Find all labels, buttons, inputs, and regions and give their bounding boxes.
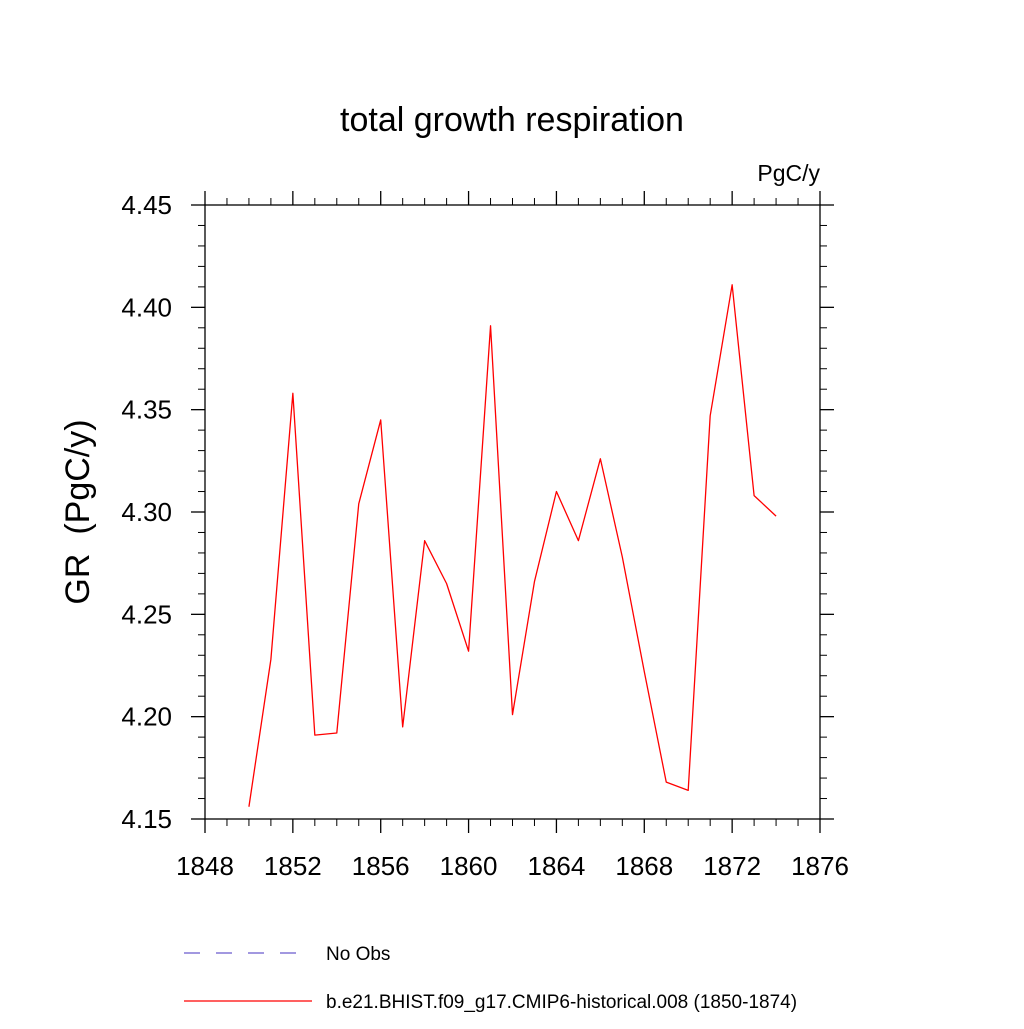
units-label: PgC/y xyxy=(757,160,820,186)
legend: No Obs b.e21.BHIST.f09_g17.CMIP6-historic… xyxy=(184,944,797,1013)
y-tick-label: 4.30 xyxy=(121,497,172,527)
y-axis-label: GR (PgC/y) xyxy=(59,419,97,604)
y-tick-label: 4.35 xyxy=(121,395,172,425)
x-tick-label: 1876 xyxy=(791,851,849,881)
legend-label: b.e21.BHIST.f09_g17.CMIP6-historical.008… xyxy=(326,992,797,1013)
plot-frame xyxy=(204,204,821,820)
x-tick-label: 1864 xyxy=(528,851,586,881)
x-tick-label: 1860 xyxy=(440,851,498,881)
y-tick-label: 4.40 xyxy=(121,292,172,322)
plot-area: 1848 1852 1856 1860 1864 1868 1872 1876 4.15 4.20… xyxy=(121,190,849,881)
x-tick-label: 1856 xyxy=(352,851,410,881)
legend-label: No Obs xyxy=(326,944,390,965)
y-tick-label: 4.15 xyxy=(121,804,172,834)
x-tick-label: 1868 xyxy=(615,851,673,881)
x-tick-label: 1872 xyxy=(703,851,761,881)
y-tick-label: 4.20 xyxy=(121,702,172,732)
y-tick-label: 4.45 xyxy=(121,190,172,220)
chart-title: total growth respiration xyxy=(340,101,684,139)
y-tick-label: 4.25 xyxy=(121,599,172,629)
series-line xyxy=(248,284,777,807)
x-tick-label: 1848 xyxy=(176,851,234,881)
x-tick-label: 1852 xyxy=(264,851,322,881)
